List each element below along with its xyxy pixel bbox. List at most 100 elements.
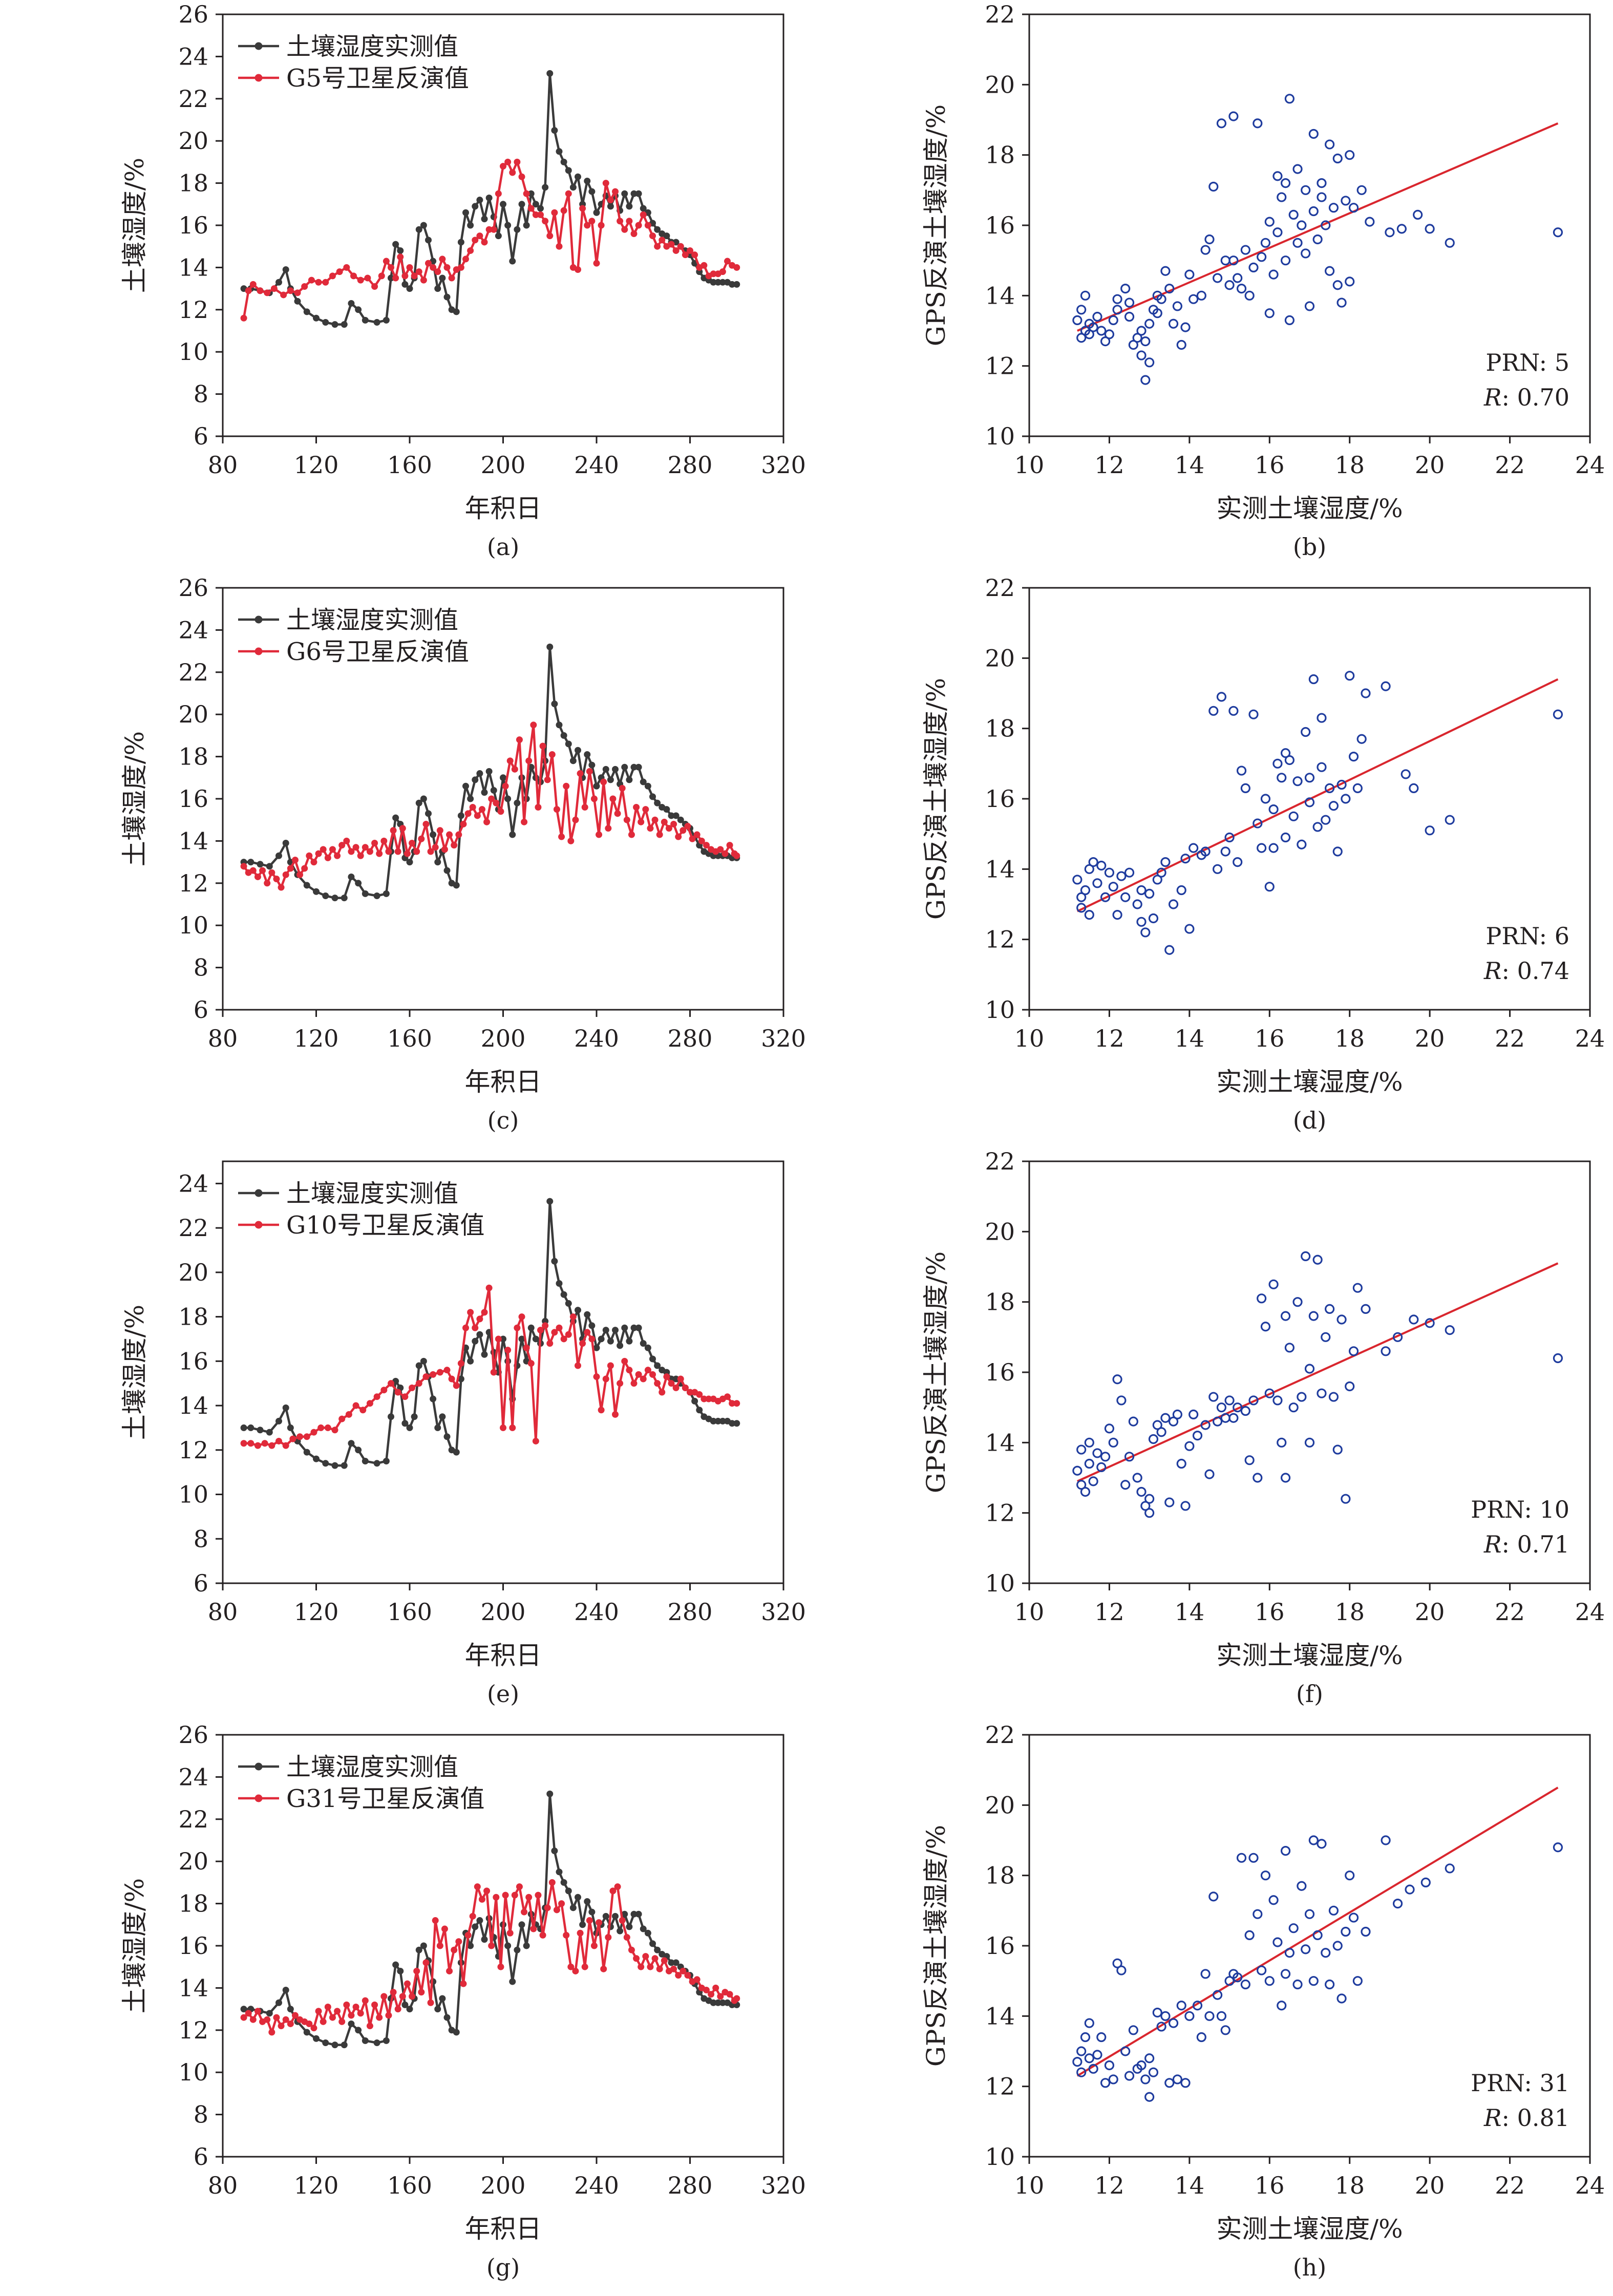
data-point — [303, 1449, 310, 1456]
scatter-point — [1084, 1437, 1094, 1448]
data-point — [331, 321, 338, 328]
data-point — [602, 1912, 609, 1920]
data-point — [680, 1967, 687, 1974]
x-tick-label: 120 — [294, 1025, 339, 1052]
data-point — [373, 319, 380, 326]
data-point — [675, 833, 682, 840]
data-point — [546, 1198, 554, 1205]
scatter-point — [1084, 864, 1094, 874]
data-point — [420, 277, 427, 284]
x-tick-label: 16 — [1255, 1025, 1285, 1052]
data-point — [551, 209, 558, 216]
data-point — [430, 264, 437, 271]
data-point — [617, 1380, 624, 1387]
y-tick-label: 20 — [985, 1791, 1015, 1819]
data-point — [362, 2037, 369, 2044]
data-point — [380, 1993, 388, 2000]
data-point — [654, 243, 661, 250]
scatter-point — [1325, 783, 1335, 793]
data-point — [593, 1373, 600, 1380]
x-tick-label: 160 — [387, 451, 432, 479]
data-point — [355, 1447, 362, 1454]
scatter-point — [1096, 1462, 1107, 1473]
y-tick-label: 10 — [178, 338, 208, 366]
y-tick-label: 26 — [178, 574, 208, 602]
y-tick-label: 22 — [178, 1214, 208, 1242]
scatter-point — [1361, 1304, 1371, 1314]
scatter-point — [1172, 2074, 1182, 2085]
x-tick-label: 160 — [387, 1598, 432, 1626]
data-point — [649, 232, 656, 240]
data-point — [628, 831, 635, 838]
data-point — [619, 784, 626, 792]
data-point — [472, 1923, 479, 1930]
scatter-point — [1233, 1402, 1243, 1413]
data-point — [443, 2014, 451, 2021]
data-point — [409, 1993, 416, 2000]
data-point — [490, 226, 497, 233]
x-tick-label: 240 — [574, 451, 619, 479]
x-tick-label: 14 — [1175, 2172, 1205, 2199]
scatter-point — [1336, 1993, 1347, 2004]
y-tick-label: 16 — [985, 211, 1015, 239]
data-point — [502, 782, 509, 790]
data-point — [542, 184, 549, 191]
y-tick-label: 20 — [178, 1847, 208, 1875]
data-point — [464, 1931, 472, 1939]
data-point — [383, 316, 390, 324]
data-point — [278, 884, 285, 891]
data-point — [453, 882, 460, 889]
data-point — [436, 1369, 443, 1376]
data-point — [537, 205, 544, 212]
data-point — [313, 314, 320, 322]
legend-entry: 土壤湿度实测值 — [286, 606, 458, 634]
data-point — [401, 1420, 409, 1427]
scatter-point — [1140, 1501, 1151, 1511]
data-point — [388, 1413, 394, 1420]
scatter-point — [1204, 234, 1215, 245]
scatter-point — [1361, 1926, 1371, 1937]
scatter-point — [1200, 1420, 1211, 1430]
panel-label: (b) — [1293, 533, 1326, 561]
data-point — [397, 253, 404, 261]
data-point — [612, 188, 619, 195]
chart-svg-f: 10 12 14 16 18 20 22 24 10 12 14 16 18 20 22 实测土壤湿度/% GP… — [921, 1147, 1605, 1708]
data-point — [472, 237, 479, 244]
data-point — [268, 869, 275, 876]
data-point — [584, 222, 591, 229]
scatter-point — [1260, 794, 1271, 804]
scatter-point — [1336, 297, 1347, 308]
scatter-point — [1308, 1311, 1319, 1321]
data-point — [275, 1437, 282, 1444]
data-point — [579, 205, 586, 212]
scatter-point — [1280, 832, 1291, 843]
data-point — [476, 232, 483, 240]
scatter-point — [1224, 832, 1235, 843]
data-point — [556, 148, 563, 155]
scatter-point — [1553, 709, 1563, 719]
data-point — [322, 319, 329, 326]
x-tick-label: 280 — [668, 2172, 713, 2199]
data-point — [500, 1424, 506, 1431]
scatter-point — [1268, 804, 1279, 815]
data-point — [584, 1311, 591, 1318]
data-point — [345, 1411, 352, 1418]
data-point — [635, 763, 642, 771]
data-point — [684, 1972, 691, 1979]
scatter-point — [1352, 783, 1363, 793]
data-point — [607, 203, 614, 210]
scatter-point — [1228, 111, 1239, 121]
y-tick-label: 18 — [985, 1288, 1015, 1316]
data-point — [712, 1984, 719, 1991]
data-point — [544, 1904, 551, 1911]
data-point — [355, 2027, 362, 2034]
r-annotation: R: 0.71 — [1483, 1530, 1569, 1558]
scatter-point — [1076, 333, 1087, 343]
data-point — [551, 127, 558, 134]
data-point — [383, 890, 390, 897]
data-point — [481, 216, 488, 223]
scatter-point — [1180, 1501, 1191, 1511]
data-point — [626, 1337, 633, 1345]
series-retrieved — [240, 1284, 740, 1449]
x-tick-label: 80 — [208, 1025, 238, 1052]
